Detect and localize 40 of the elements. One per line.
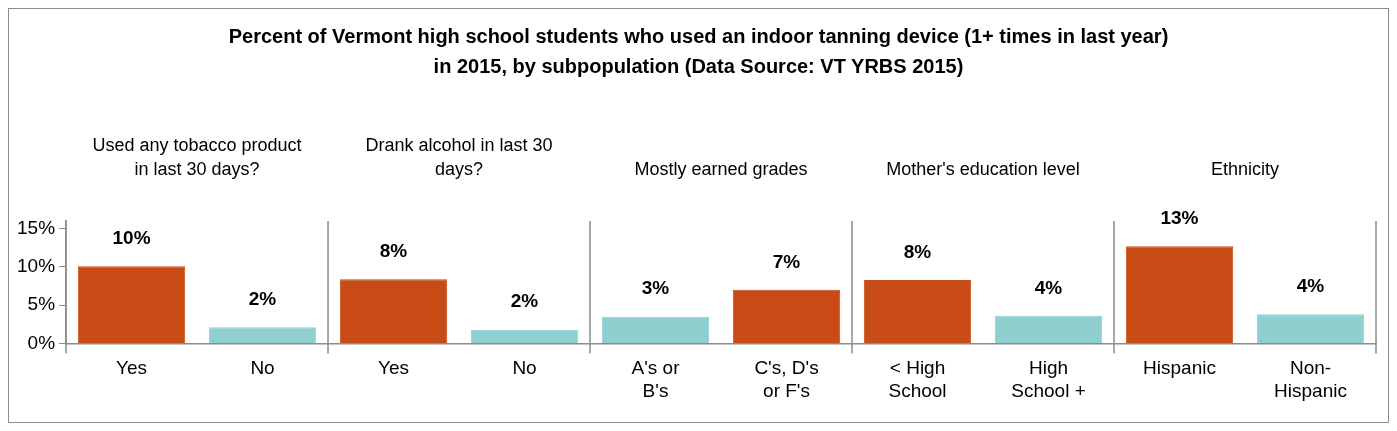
- bar: [994, 315, 1103, 343]
- x-tick-label: Hispanic: [1143, 357, 1216, 379]
- x-tick-label: No: [512, 357, 537, 379]
- text: Mostly earned grades: [634, 158, 808, 179]
- y-tick-label: 10%: [17, 255, 56, 277]
- bar: [339, 279, 448, 343]
- chart-title: Percent of Vermont high school students who used an indoor tanning device (1+ times in last year) in 2015, by subpopulation (Data Source: VT YRBS 2015): [227, 24, 1170, 79]
- text: Ethnicity: [1210, 158, 1280, 179]
- y-tick-label: 5%: [27, 293, 56, 315]
- data-label: 13%: [1160, 206, 1199, 228]
- data-label: 7%: [772, 250, 801, 272]
- bar: [863, 279, 972, 343]
- data-label: 10%: [112, 226, 151, 248]
- x-tick-label: High School +: [1011, 357, 1086, 401]
- bar: [1125, 246, 1234, 343]
- bar: [208, 327, 317, 343]
- bar: [470, 329, 579, 343]
- text: Drank alcohol in last 30 days?: [365, 134, 553, 179]
- data-label: 2%: [248, 288, 277, 310]
- bar: [601, 316, 710, 343]
- bar: [732, 289, 841, 343]
- x-tick-label: < High School: [888, 357, 947, 401]
- text: Used any tobacco product in last 30 days?: [92, 134, 302, 179]
- data-label: 4%: [1296, 275, 1325, 297]
- x-tick-label: C's, D's or F's: [754, 357, 819, 401]
- data-label: 4%: [1034, 276, 1063, 298]
- data-label: 2%: [510, 290, 539, 312]
- data-label: 8%: [903, 240, 932, 262]
- bar: [77, 266, 186, 343]
- bar: [1256, 314, 1365, 343]
- y-tick-label: 0%: [27, 331, 56, 353]
- data-label: 8%: [379, 239, 408, 261]
- x-tick-label: Yes: [116, 357, 148, 379]
- x-tick-label: Yes: [378, 357, 410, 379]
- x-tick-label: A's or B's: [631, 357, 681, 401]
- text: Mother's education level: [886, 158, 1080, 179]
- data-label: 3%: [641, 277, 670, 299]
- x-tick-label: No: [250, 357, 275, 379]
- x-tick-label: Non-Hispanic: [1274, 357, 1347, 401]
- y-tick-label: 15%: [17, 216, 56, 238]
